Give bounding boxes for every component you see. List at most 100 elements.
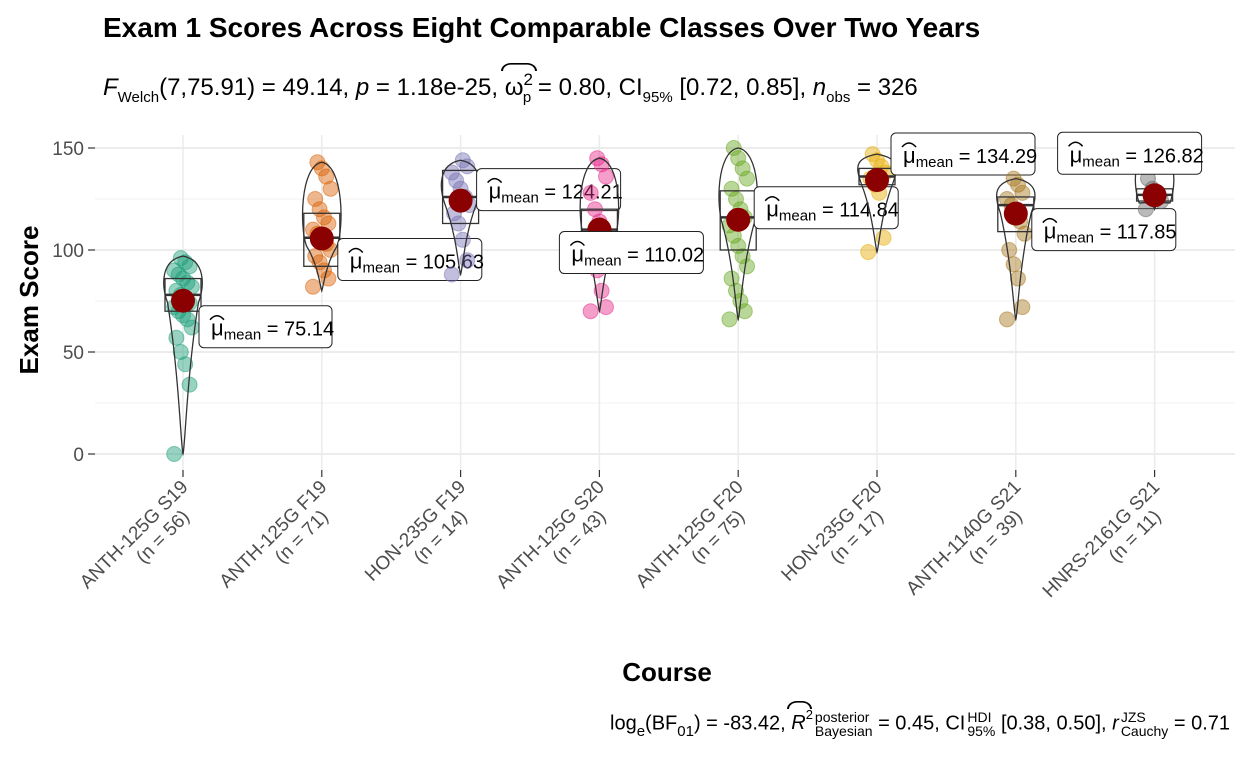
mean-point	[171, 288, 195, 313]
mean-point	[865, 168, 889, 193]
df-text: (7,75.91) = 49.14,	[159, 74, 356, 101]
x-tick-label: ANTH-1140G S21(n = 39)	[902, 477, 1026, 600]
data-point	[730, 150, 747, 167]
x-tick-label: ANTH-125G F20(n = 75)	[632, 477, 749, 593]
x-tick-label: ANTH-125G F19(n = 71)	[216, 477, 333, 593]
course-group: μmean = 110.02	[558, 150, 704, 320]
mean-label: μmean = 124.21	[476, 168, 623, 212]
mean-hat	[1068, 141, 1084, 147]
log-sub: e	[636, 723, 646, 741]
mean-label: μmean = 126.82	[1057, 131, 1204, 175]
y-tick-label: 0	[73, 445, 84, 466]
r2-stack: posterior Bayesian	[814, 709, 873, 739]
f-label: F	[103, 74, 118, 101]
mean-label-box	[476, 168, 622, 212]
data-point	[454, 231, 471, 248]
data-point	[318, 168, 335, 185]
data-point	[307, 191, 324, 207]
mean-label-box	[1031, 208, 1177, 252]
violin-outline	[301, 161, 342, 293]
mean-hat	[487, 177, 503, 184]
data-point	[721, 311, 738, 328]
x-tick-label: HNRS-2161G S21(n = 11)	[1039, 477, 1166, 602]
grid-lines	[95, 135, 1235, 470]
data-point	[305, 278, 321, 295]
data-point	[166, 262, 183, 279]
y-axis: 0 50 100 150	[52, 139, 95, 466]
data-point	[728, 191, 744, 207]
rc-label: r	[1112, 712, 1119, 735]
mean-hat	[901, 142, 917, 148]
ci-value: [0.72, 0.85],	[672, 74, 813, 101]
data-point	[448, 172, 465, 189]
mean-point	[726, 207, 751, 232]
mean-label-box	[558, 231, 704, 275]
x-axis: ANTH-125G S19(n = 56) ANTH-125G F19(n = 7…	[76, 470, 1166, 602]
mean-point	[448, 188, 473, 213]
mean-hat	[569, 240, 585, 247]
data-point	[860, 244, 877, 261]
y-tick-label: 50	[63, 343, 84, 364]
mean-hat	[1042, 217, 1058, 224]
data-point	[723, 180, 740, 197]
mean-label-box	[198, 305, 333, 349]
course-group: μmean = 75.14	[163, 250, 334, 462]
data-point	[166, 446, 183, 462]
course-group: μmean = 126.82	[1057, 131, 1204, 218]
mean-label-text: μmean = 75.14	[211, 316, 334, 344]
x-tick-label: ANTH-125G S20(n = 43)	[493, 477, 611, 593]
data-point	[1010, 270, 1026, 287]
x-axis-title: Course	[622, 657, 712, 687]
mean-label-text: μmean = 126.82	[1070, 142, 1204, 170]
mean-label-text: μmean = 110.02	[571, 242, 704, 270]
data-point	[739, 170, 755, 187]
mean-point	[309, 226, 334, 251]
mean-point	[1003, 201, 1028, 226]
omega-symbol: ω2p	[504, 70, 533, 106]
n-sub: obs	[826, 89, 851, 106]
data-point	[999, 311, 1015, 328]
data-point	[734, 160, 751, 177]
ci-value: [0.38, 0.50],	[995, 712, 1113, 735]
x-tick-label: HON-235G F20(n = 17)	[778, 477, 888, 586]
chart-title: Exam 1 Scores Across Eight Comparable Cl…	[103, 12, 981, 43]
x-tick-label: ANTH-125G S19(n = 56)	[76, 477, 194, 593]
mean-label-box	[890, 132, 1036, 176]
chart-caption: loge(BF01) = -83.42, R2 posterior Bayesian…	[610, 707, 1230, 741]
bf-label: (BF	[645, 712, 678, 735]
data-point	[322, 180, 339, 197]
data-point	[582, 184, 599, 201]
data-point	[1014, 299, 1031, 316]
y-tick-label: 100	[52, 241, 84, 262]
log-label: log	[610, 712, 637, 735]
data-point	[582, 303, 599, 320]
mean-hat	[348, 247, 364, 254]
p-label: p	[355, 74, 370, 101]
n-label: n	[812, 74, 827, 101]
p-value: = 1.18e-25,	[369, 74, 505, 101]
chart-subtitle: FWelch(7,75.91) = 49.14, p = 1.18e-25, ω…	[103, 70, 918, 106]
mean-label-text: μmean = 117.85	[1044, 219, 1177, 247]
data-point	[1001, 242, 1018, 258]
rc-value: = 0.71	[1168, 712, 1230, 735]
data-point	[172, 344, 189, 360]
data-point	[309, 154, 326, 171]
mean-label: μmean = 134.29	[890, 132, 1037, 176]
mean-label-text: μmean = 134.29	[903, 143, 1037, 171]
mean-label: μmean = 110.02	[558, 231, 704, 275]
mean-label: μmean = 117.85	[1031, 208, 1177, 252]
ci-stack: HDI 95%	[967, 709, 996, 739]
r2-label: R	[791, 712, 806, 735]
data-point	[443, 266, 460, 283]
omega-value: = 0.80, CI	[531, 74, 643, 101]
course-group: μmean = 124.21	[440, 152, 623, 283]
y-axis-title: Exam Score	[14, 226, 44, 375]
x-tick-label: HON-235G F19(n = 14)	[361, 477, 471, 586]
course-group: μmean = 114.84	[718, 140, 899, 328]
mean-label: μmean = 75.14	[198, 305, 334, 349]
mean-point	[1142, 183, 1167, 208]
violin-outline	[1134, 145, 1175, 212]
bf-sub: 01	[677, 723, 694, 741]
